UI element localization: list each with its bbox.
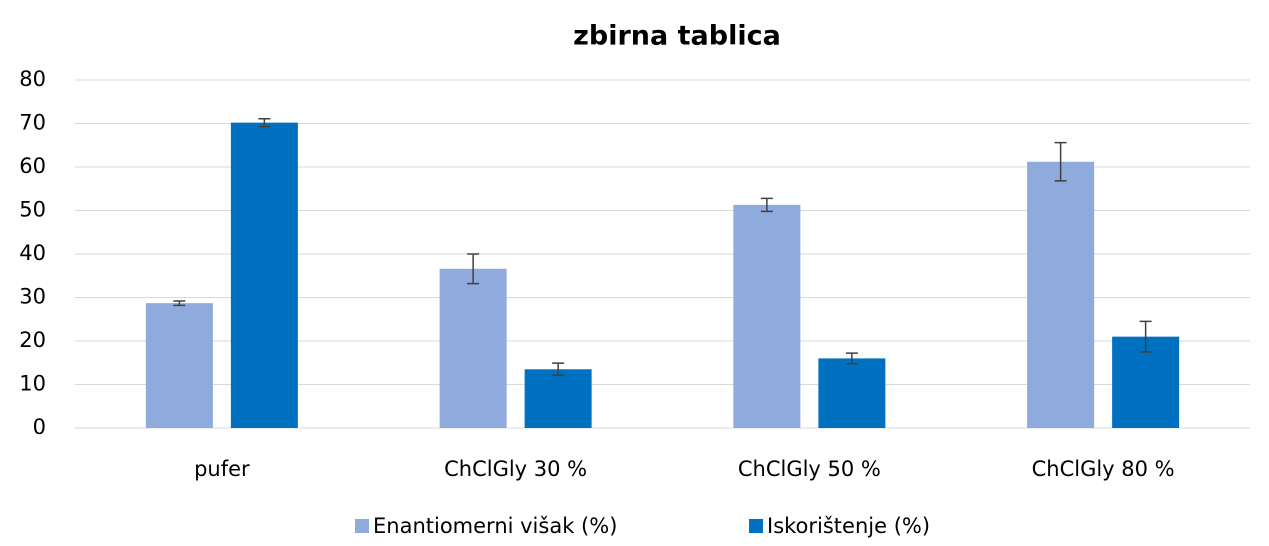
x-tick-label: ChClGly 50 % <box>738 457 881 481</box>
legend-label: Iskorištenje (%) <box>767 514 930 538</box>
error-bar <box>1054 141 1067 182</box>
y-tick-label: 70 <box>19 111 46 135</box>
x-tick-label: pufer <box>194 457 250 481</box>
y-tick-label: 40 <box>19 241 46 265</box>
chart-title: zbirna tablica <box>573 21 781 52</box>
y-tick-label: 30 <box>19 285 46 309</box>
legend-swatch <box>749 519 763 533</box>
legend-swatch <box>355 519 369 533</box>
bar <box>230 122 298 428</box>
error-bar <box>760 197 773 213</box>
error-bar <box>173 300 186 307</box>
error-bar <box>552 362 565 377</box>
y-tick-label: 80 <box>19 67 46 91</box>
y-tick-label: 50 <box>19 198 46 222</box>
bar <box>733 204 801 428</box>
y-tick-label: 20 <box>19 328 46 352</box>
bar <box>439 268 507 428</box>
y-tick-label: 60 <box>19 154 46 178</box>
error-bar <box>1139 320 1152 353</box>
error-bar <box>258 117 271 128</box>
y-tick-label: 10 <box>19 372 46 396</box>
x-tick-label: ChClGly 80 % <box>1032 457 1175 481</box>
bar <box>524 369 592 428</box>
bar <box>1027 161 1095 428</box>
x-tick-label: ChClGly 30 % <box>444 457 587 481</box>
y-tick-label: 0 <box>33 415 46 439</box>
error-bar <box>467 253 480 285</box>
legend-label: Enantiomerni višak (%) <box>373 514 617 538</box>
bar <box>818 358 886 428</box>
bar <box>145 303 213 428</box>
error-bar <box>845 352 858 365</box>
